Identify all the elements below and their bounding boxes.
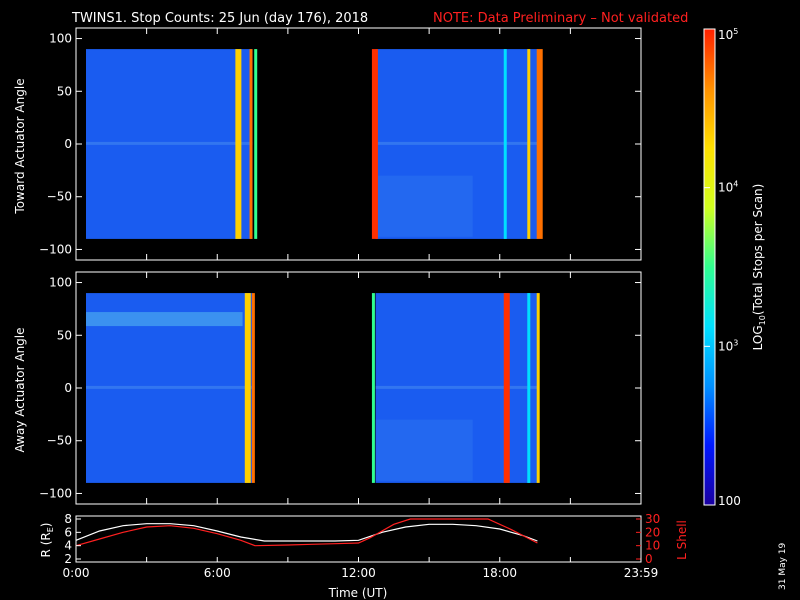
- heatmap-band: [375, 141, 538, 145]
- colorbar-tick-label: 103: [718, 338, 738, 353]
- x-tick-label: 12:00: [341, 566, 376, 580]
- right-tick-label: 20: [645, 525, 660, 539]
- left-tick-label: 6: [64, 525, 72, 539]
- heatmap-band: [86, 312, 243, 327]
- x-tick-label: 23:59: [624, 566, 659, 580]
- heatmap-stripe: [536, 293, 540, 483]
- away-y-ticks: 100 50 0 −50 −100: [39, 272, 642, 504]
- heatmap-stripe: [527, 49, 531, 239]
- heatmap-stripe: [527, 293, 531, 483]
- heatmap-stripe: [254, 49, 258, 239]
- colorbar-tick-label: 104: [718, 180, 738, 195]
- left-tick-label: 2: [64, 552, 72, 566]
- y-tick-label: 0: [64, 381, 72, 395]
- colorbar-label: LOG10(Total Stops per Scan): [751, 184, 767, 351]
- heatmap-band: [86, 385, 253, 389]
- date-stamp: 31 May 19: [778, 542, 788, 590]
- y-tick-label: 0: [64, 137, 72, 151]
- y-tick-label: 50: [57, 84, 72, 98]
- right-tick-label: 30: [645, 512, 660, 526]
- heatmap-band: [375, 419, 473, 481]
- away-y-label: Away Actuator Angle: [13, 327, 27, 452]
- heatmap-stripe: [235, 49, 242, 239]
- heatmap-band: [375, 175, 473, 237]
- radius-line: [75, 523, 538, 542]
- y-tick-label: 50: [57, 328, 72, 342]
- radius-axis-label: R (RE): [39, 523, 55, 558]
- l-shell-axis-label: L Shell: [675, 520, 689, 560]
- toward-panel: 100 50 0 −50 −100 Toward Actuator Angle: [13, 27, 642, 261]
- y-tick-label: 100: [49, 276, 72, 290]
- heatmap-stripe: [536, 49, 543, 239]
- heatmap-stripe: [371, 49, 378, 239]
- right-tick-label: 10: [645, 539, 660, 553]
- x-tick-label: 6:00: [204, 566, 231, 580]
- heatmap-stripe: [249, 49, 253, 239]
- away-heatmap: [86, 293, 540, 483]
- left-tick-label: 8: [64, 512, 72, 526]
- y-tick-label: −100: [39, 242, 72, 256]
- colorbar: 105 104 103 100 LOG10(Total Stops per Scan): [703, 27, 767, 508]
- heatmap-stripe: [503, 293, 510, 483]
- colorbar-tick-label: 105: [718, 27, 738, 42]
- colorbar-tick-label: 100: [718, 494, 741, 508]
- y-tick-label: 100: [49, 32, 72, 46]
- colorbar-ticks: 105 104 103 100: [704, 27, 741, 508]
- preliminary-note: NOTE: Data Preliminary – Not validated: [433, 11, 688, 26]
- y-tick-label: −50: [47, 434, 72, 448]
- l-shell-line: [75, 518, 538, 547]
- heatmap-stripe: [503, 49, 507, 239]
- figure-title: TWINS1. Stop Counts: 25 Jun (day 176), 2…: [71, 11, 368, 26]
- heatmap-stripe: [371, 293, 375, 483]
- y-tick-label: −50: [47, 190, 72, 204]
- colorbar-scale: [703, 28, 716, 506]
- heatmap-band: [375, 385, 538, 389]
- x-tick-label: 0:00: [63, 566, 90, 580]
- toward-y-label: Toward Actuator Angle: [13, 78, 27, 214]
- orbit-lines: [75, 518, 538, 547]
- toward-y-ticks: 100 50 0 −50 −100: [39, 28, 642, 260]
- time-axis-ticks: 0:00 6:00 12:00 18:00 23:59: [63, 557, 659, 580]
- time-axis-label: Time (UT): [328, 586, 388, 600]
- left-tick-label: 4: [64, 539, 72, 553]
- orbit-panel-frame: [75, 515, 642, 563]
- away-panel: 100 50 0 −50 −100 Away Actuator Angle: [13, 271, 642, 505]
- x-tick-label: 18:00: [482, 566, 517, 580]
- toward-heatmap: [86, 49, 543, 239]
- heatmap-stripe: [244, 293, 251, 483]
- y-tick-label: −100: [39, 486, 72, 500]
- heatmap-stripe: [251, 293, 255, 483]
- right-tick-label: 0: [645, 552, 653, 566]
- heatmap-band: [86, 141, 253, 145]
